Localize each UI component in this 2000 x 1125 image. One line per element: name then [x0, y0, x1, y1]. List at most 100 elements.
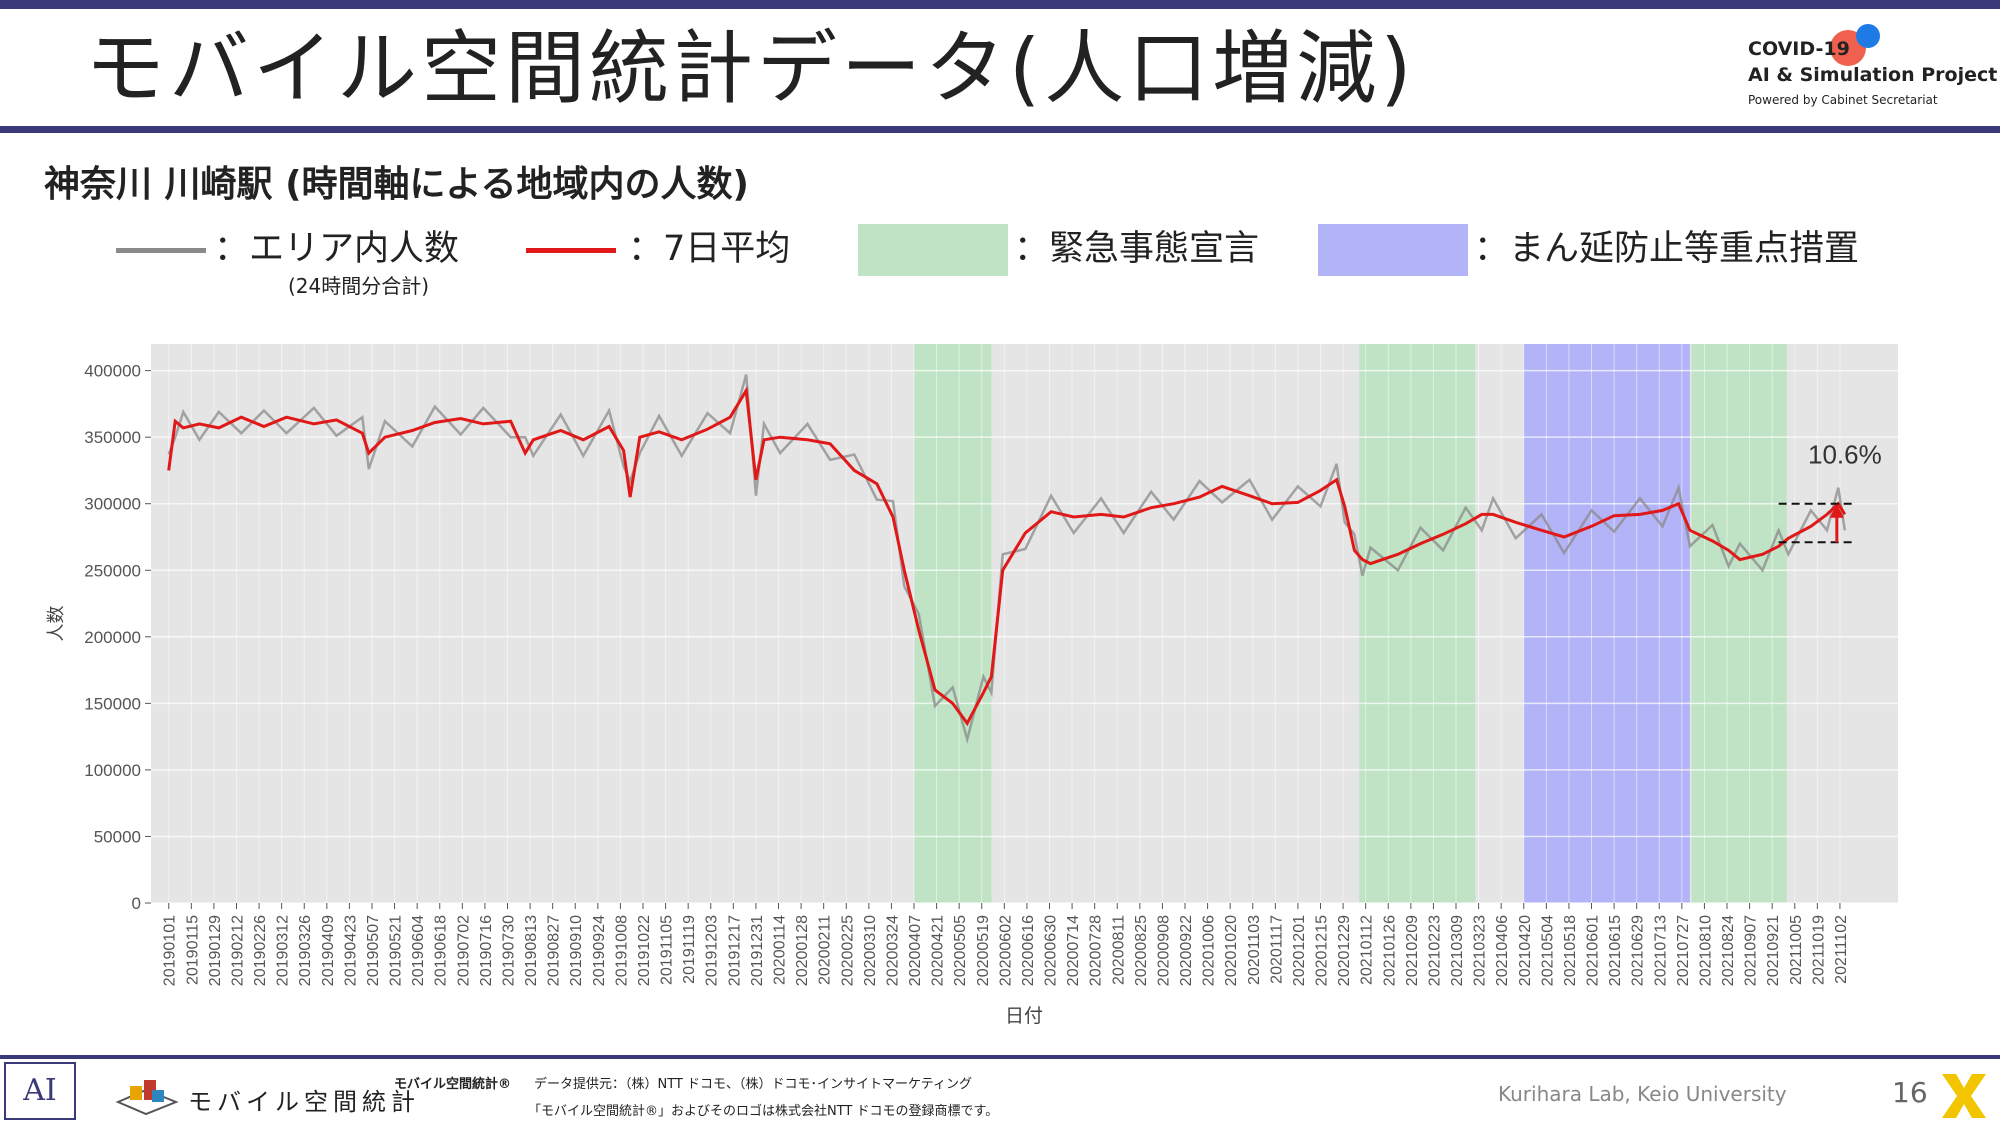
x-tick-label: 20190827 [546, 915, 563, 986]
chart-subtitle: 神奈川 川崎駅 (時間軸による地域内の人数) [44, 164, 749, 205]
x-tick-label: 20210921 [1765, 915, 1782, 986]
x-tick-label: 20191231 [749, 915, 766, 986]
x-tick-label: 20190312 [275, 915, 292, 986]
x-tick-label: 20191008 [613, 915, 630, 986]
x-tick-label: 20210601 [1585, 915, 1602, 986]
x-tick-label: 20200211 [817, 915, 834, 985]
x-tick-label: 20190115 [184, 915, 201, 985]
x-tick-label: 20200728 [1088, 915, 1105, 986]
x-tick-label: 20200922 [1178, 915, 1195, 986]
mobile-stats-cube-icon [115, 1080, 179, 1116]
x-tick-label: 20190521 [388, 915, 405, 986]
legend-emergency-swatch [858, 224, 1008, 276]
x-tick-label: 20210504 [1539, 915, 1556, 986]
series-7day-average [167, 386, 1847, 727]
x-tick-label: 20191217 [726, 915, 743, 986]
x-tick-label: 20190226 [252, 915, 269, 986]
x-tick-label: 20190409 [320, 915, 337, 986]
y-tick-label: 400000 [84, 362, 141, 381]
x-tick-label: 20201201 [1291, 915, 1308, 986]
x-tick-label: 20200225 [839, 915, 856, 986]
x-tick-label: 20190910 [568, 915, 585, 986]
x-tick-label: 20190702 [455, 915, 472, 986]
x-axis-title: 日付 [1005, 1005, 1043, 1027]
x-tick-label: 20200114 [772, 915, 789, 985]
x-tick-label: 20210126 [1381, 915, 1398, 986]
y-tick-label: 300000 [84, 495, 141, 514]
footer-trademark: 「モバイル空間統計®」およびそのロゴは株式会社NTT ドコモの登録商標です。 [528, 1104, 999, 1119]
footer-lab: Kurihara Lab, Keio University [1498, 1082, 1787, 1106]
x-tick-label: 20190101 [162, 915, 179, 986]
y-axis-title: 人数 [46, 606, 67, 642]
logo-line1: COVID-19 [1748, 38, 1850, 60]
x-tick-label: 20190924 [591, 915, 608, 986]
period-band [914, 344, 992, 903]
x-tick-label: 20190813 [523, 915, 540, 986]
x-tick-label: 20210518 [1562, 915, 1579, 986]
x-tick-label: 20211102 [1833, 915, 1850, 984]
x-tick-label: 20210629 [1630, 915, 1647, 986]
x-tick-label: 20211005 [1788, 915, 1805, 985]
x-tick-label: 20190129 [207, 915, 224, 986]
legend-semi-label: ：まん延防止等重点措置 [1474, 229, 1860, 269]
logo-line3: Powered by Cabinet Secretariat [1748, 93, 1938, 107]
mobile-stats-logo: モバイル空間統計 [112, 1074, 415, 1118]
top-accent-bar [0, 0, 2000, 9]
population-chart: 0 50000 100000 150000 200000 250000 300000 3500… [46, 344, 1898, 1027]
covid-project-logo: COVID-19 AI & Simulation Project Powered… [1748, 24, 1997, 120]
annotation-arrowhead-icon [1829, 503, 1844, 518]
x-tick-label: 20200908 [1155, 915, 1172, 986]
x-tick-label: 20200714 [1065, 915, 1082, 986]
x-tick-label: 20211019 [1810, 915, 1827, 985]
x-tick-label: 20201103 [1246, 915, 1263, 985]
logo-blue-dot-icon [1856, 24, 1880, 48]
y-tick-label: 350000 [84, 428, 141, 447]
x-tick-label: 20200811 [1110, 915, 1127, 985]
x-tick-label: 20201020 [1223, 915, 1240, 986]
x-tick-label: 20190604 [410, 915, 427, 986]
legend-area-swatch [116, 248, 206, 253]
x-tick-label: 20201006 [1201, 915, 1218, 986]
x-tick-label: 20210615 [1607, 915, 1624, 986]
x-tick-label: 20190618 [433, 915, 450, 986]
x-tick-label: 20210713 [1652, 915, 1669, 986]
x-tick-label: 20191105 [659, 915, 676, 985]
period-band [1359, 344, 1476, 903]
x-tick-label: 20191022 [636, 915, 653, 986]
x-tick-label: 20190716 [478, 915, 495, 986]
x-tick-label: 20210727 [1675, 915, 1692, 986]
footer-registered: モバイル空間統計® [394, 1077, 512, 1092]
x-tick-label: 20210323 [1472, 915, 1489, 986]
x-tick-label: 20200616 [1020, 915, 1037, 986]
x-tick-label: 20190507 [365, 915, 382, 986]
footer-divider [0, 1055, 2000, 1059]
y-tick-label: 0 [132, 894, 141, 913]
x-tick-label: 20200310 [862, 915, 879, 986]
x-tick-label: 20210420 [1517, 915, 1534, 986]
x-tick-label: 20201117 [1268, 915, 1285, 984]
period-band [1523, 344, 1690, 903]
x-tick-label: 20200128 [794, 915, 811, 986]
legend-area-note: (24時間分合計) [288, 274, 430, 298]
legend-avg-label: ：7日平均 [628, 229, 791, 269]
title-underline-bar [0, 126, 2000, 133]
y-tick-label: 100000 [84, 761, 141, 780]
x-tick-label: 20210112 [1359, 915, 1376, 985]
ai-lab-logo-icon: AI [4, 1062, 76, 1120]
legend-semi-swatch [1318, 224, 1468, 276]
y-tick-label: 250000 [84, 561, 141, 580]
x-tick-label: 20201229 [1336, 915, 1353, 986]
x-tick-label: 20191203 [704, 915, 721, 986]
footer-source: データ提供元：（株）NTT ドコモ、（株）ドコモ･インサイトマーケティング [534, 1077, 972, 1092]
logo-line2: AI & Simulation Project [1748, 64, 1998, 86]
x-tick-label: 20200505 [952, 915, 969, 986]
x-tick-label: 20200519 [975, 915, 992, 986]
page-number: 16 [1892, 1076, 1928, 1109]
x-tick-label: 20210209 [1404, 915, 1421, 986]
x-tick-label: 20210824 [1720, 915, 1737, 986]
x-tick-label: 20201215 [1314, 915, 1331, 986]
x-tick-label: 20200630 [1043, 915, 1060, 986]
x-tick-label: 20210907 [1743, 915, 1760, 986]
y-tick-label: 150000 [84, 694, 141, 713]
page-title: モバイル空間統計データ(人口増減) [85, 22, 1416, 115]
